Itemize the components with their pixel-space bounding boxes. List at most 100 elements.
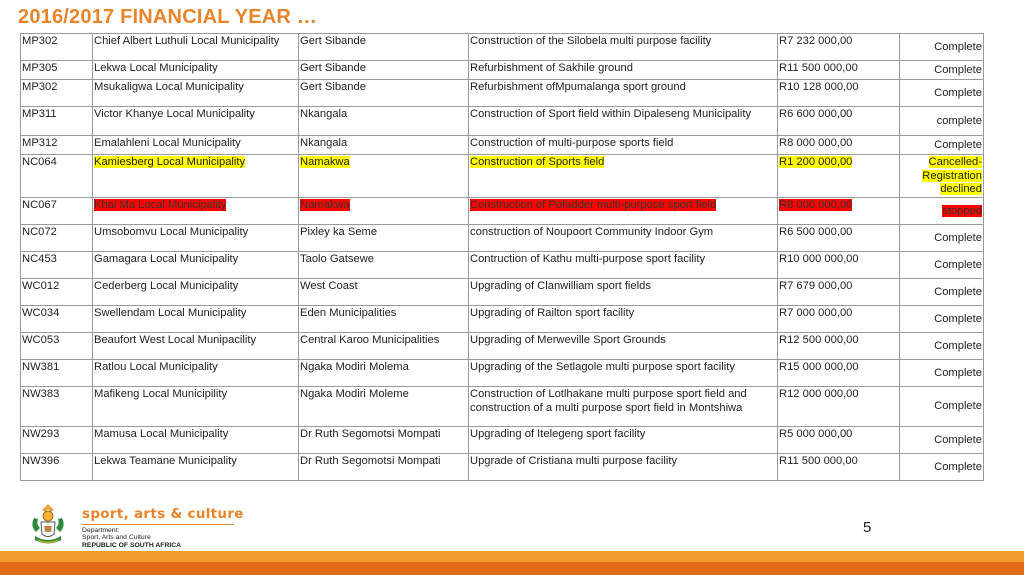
cell-code-text: MP302 [22, 35, 58, 47]
cell-status: Complete [899, 305, 984, 333]
cell-district: Nkangala [298, 106, 469, 136]
cell-municipality: Lekwa Teamane Municipality [92, 453, 299, 481]
cell-status: Complete [899, 278, 984, 306]
cell-project-text: Upgrading of the Setlagole multi purpose… [470, 361, 735, 373]
cell-project: Construction of the Silobela multi purpo… [468, 33, 778, 61]
cell-code-text: MP302 [22, 81, 58, 93]
cell-project: construction of Noupoort Community Indoo… [468, 224, 778, 252]
cell-municipality-text: Khai Ma Local Municipality [94, 199, 227, 211]
cell-municipality: Lekwa Local Municipality [92, 60, 299, 80]
cell-code-text: WC034 [22, 307, 60, 319]
cell-municipality-text: Umsobomvu Local Municipality [94, 226, 249, 238]
cell-municipality-text: Swellendam Local Municipality [94, 307, 247, 319]
cell-project-text: Construction of Sport field within Dipal… [470, 108, 752, 120]
cell-amount-text: R8 000 000,00 [779, 199, 853, 211]
cell-district: Eden Municipalities [298, 305, 469, 333]
cell-code: NW381 [20, 359, 93, 387]
cell-status: Complete [899, 251, 984, 279]
cell-municipality-text: Lekwa Local Municipality [94, 62, 218, 74]
cell-municipality-text: Kamiesberg Local Municipality [94, 156, 246, 168]
cell-code: NW396 [20, 453, 93, 481]
cell-project-text: Upgrading of Merweville Sport Grounds [470, 334, 666, 346]
cell-project-text: Construction of the Silobela multi purpo… [470, 35, 712, 47]
cell-status: Complete [899, 426, 984, 454]
cell-project: Upgrading of Railton sport facility [468, 305, 778, 333]
cell-code: WC034 [20, 305, 93, 333]
cell-amount-text: R15 000 000,00 [779, 361, 859, 373]
cell-district-text: Ngaka Modiri Molema [300, 361, 409, 373]
cell-status-text: Complete [934, 433, 982, 446]
cell-status-text: Complete [934, 312, 982, 325]
cell-municipality-text: Victor Khanye Local Municipality [94, 108, 255, 120]
department-brand: sport, arts & culture Department: Sport,… [82, 506, 244, 549]
cell-code-text: NW383 [22, 388, 60, 400]
cell-amount-text: R11 500 000,00 [779, 62, 858, 74]
cell-amount: R7 679 000,00 [777, 278, 900, 306]
cell-code: MP312 [20, 135, 93, 155]
cell-district: Gert Sibande [298, 33, 469, 61]
cell-district: Ngaka Modiri Moleme [298, 386, 469, 427]
cell-district-text: Dr Ruth Segomotsi Mompati [300, 428, 441, 440]
cell-status-text: Complete [934, 339, 982, 352]
cell-municipality: Mamusa Local Municipality [92, 426, 299, 454]
cell-amount-text: R7 000 000,00 [779, 307, 853, 319]
cell-code: NC067 [20, 197, 93, 225]
cell-status-text: Complete [934, 366, 982, 379]
cell-project: Upgrading of the Setlagole multi purpose… [468, 359, 778, 387]
cell-municipality-text: Lekwa Teamane Municipality [94, 455, 237, 467]
cell-amount: R1 200 000,00 [777, 154, 900, 198]
cell-project: Refurbishment ofMpumalanga sport ground [468, 79, 778, 107]
cell-amount-text: R6 600 000,00 [779, 108, 853, 120]
cell-district-text: Pixley ka Seme [300, 226, 378, 238]
table-row: MP311 Victor Khanye Local Municipality Nka… [20, 106, 984, 136]
cell-amount-text: R8 000 000,00 [779, 137, 853, 149]
cell-municipality: Gamagara Local Municipality [92, 251, 299, 279]
table-row: NW381 Ratlou Local Municipality Ngaka Mod… [20, 359, 984, 387]
cell-status: Complete [899, 224, 984, 252]
cell-amount: R15 000 000,00 [777, 359, 900, 387]
cell-status-text: Complete [934, 258, 982, 271]
cell-municipality-text: Chief Albert Luthuli Local Municipality [94, 35, 280, 47]
table-row: MP302 Msukaligwa Local Municipality Gert S… [20, 79, 984, 107]
cell-amount-text: R10 000 000,00 [779, 253, 859, 265]
cell-project-text: Refurbishment ofMpumalanga sport ground [470, 81, 686, 93]
dept-line-2: Sport, Arts and Culture [82, 534, 151, 542]
cell-district-text: Namakwa [300, 199, 350, 211]
table-row: MP305 Lekwa Local Municipality Gert Siband… [20, 60, 984, 80]
table-row: WC034 Swellendam Local Municipality Eden M… [20, 305, 984, 333]
cell-amount-text: R6 500 000,00 [779, 226, 853, 238]
cell-status-text: Complete [934, 63, 982, 76]
cell-project: Upgrading of Merweville Sport Grounds [468, 332, 778, 360]
cell-amount: R6 600 000,00 [777, 106, 900, 136]
cell-code-text: MP311 [22, 108, 57, 120]
cell-district: Gert Sibande [298, 79, 469, 107]
cell-district: Ngaka Modiri Molema [298, 359, 469, 387]
cell-district: Namakwa [298, 197, 469, 225]
cell-amount: R10 000 000,00 [777, 251, 900, 279]
cell-status: Complete [899, 60, 984, 80]
cell-code-text: NW396 [22, 455, 60, 467]
cell-status-text: Cancelled-Registration declined [922, 156, 982, 196]
cell-status: Complete [899, 135, 984, 155]
cell-amount: R11 500 000,00 [777, 60, 900, 80]
cell-municipality-text: Beaufort West Local Munipacility [94, 334, 257, 346]
cell-status-text: Complete [934, 138, 982, 151]
cell-amount-text: R12 500 000,00 [779, 334, 859, 346]
brand-name: sport, arts & culture [82, 506, 244, 522]
cell-project-text: Refurbishment of Sakhile ground [470, 62, 633, 74]
cell-project-text: Upgrading of Itelegeng sport facility [470, 428, 646, 440]
cell-district-text: Gert Sibande [300, 62, 366, 74]
cell-project: Upgrading of Itelegeng sport facility [468, 426, 778, 454]
cell-project: Construction of multi-purpose sports fie… [468, 135, 778, 155]
cell-status: Complete [899, 386, 984, 427]
cell-project-text: Upgrade of Cristiana multi purpose facil… [470, 455, 678, 467]
cell-code-text: NC453 [22, 253, 57, 265]
table-row: NC453 Gamagara Local Municipality Taolo Ga… [20, 251, 984, 279]
cell-project: Construction of Lotlhakane multi purpose… [468, 386, 778, 427]
cell-municipality: Ratlou Local Municipality [92, 359, 299, 387]
cell-code: MP311 [20, 106, 93, 136]
table-row: NW293 Mamusa Local Municipality Dr Ruth Se… [20, 426, 984, 454]
cell-municipality: Emalahleni Local Municipality [92, 135, 299, 155]
cell-amount-text: R1 200 000,00 [779, 156, 853, 168]
projects-table: MP302 Chief Albert Luthuli Local Municipa… [20, 33, 984, 481]
